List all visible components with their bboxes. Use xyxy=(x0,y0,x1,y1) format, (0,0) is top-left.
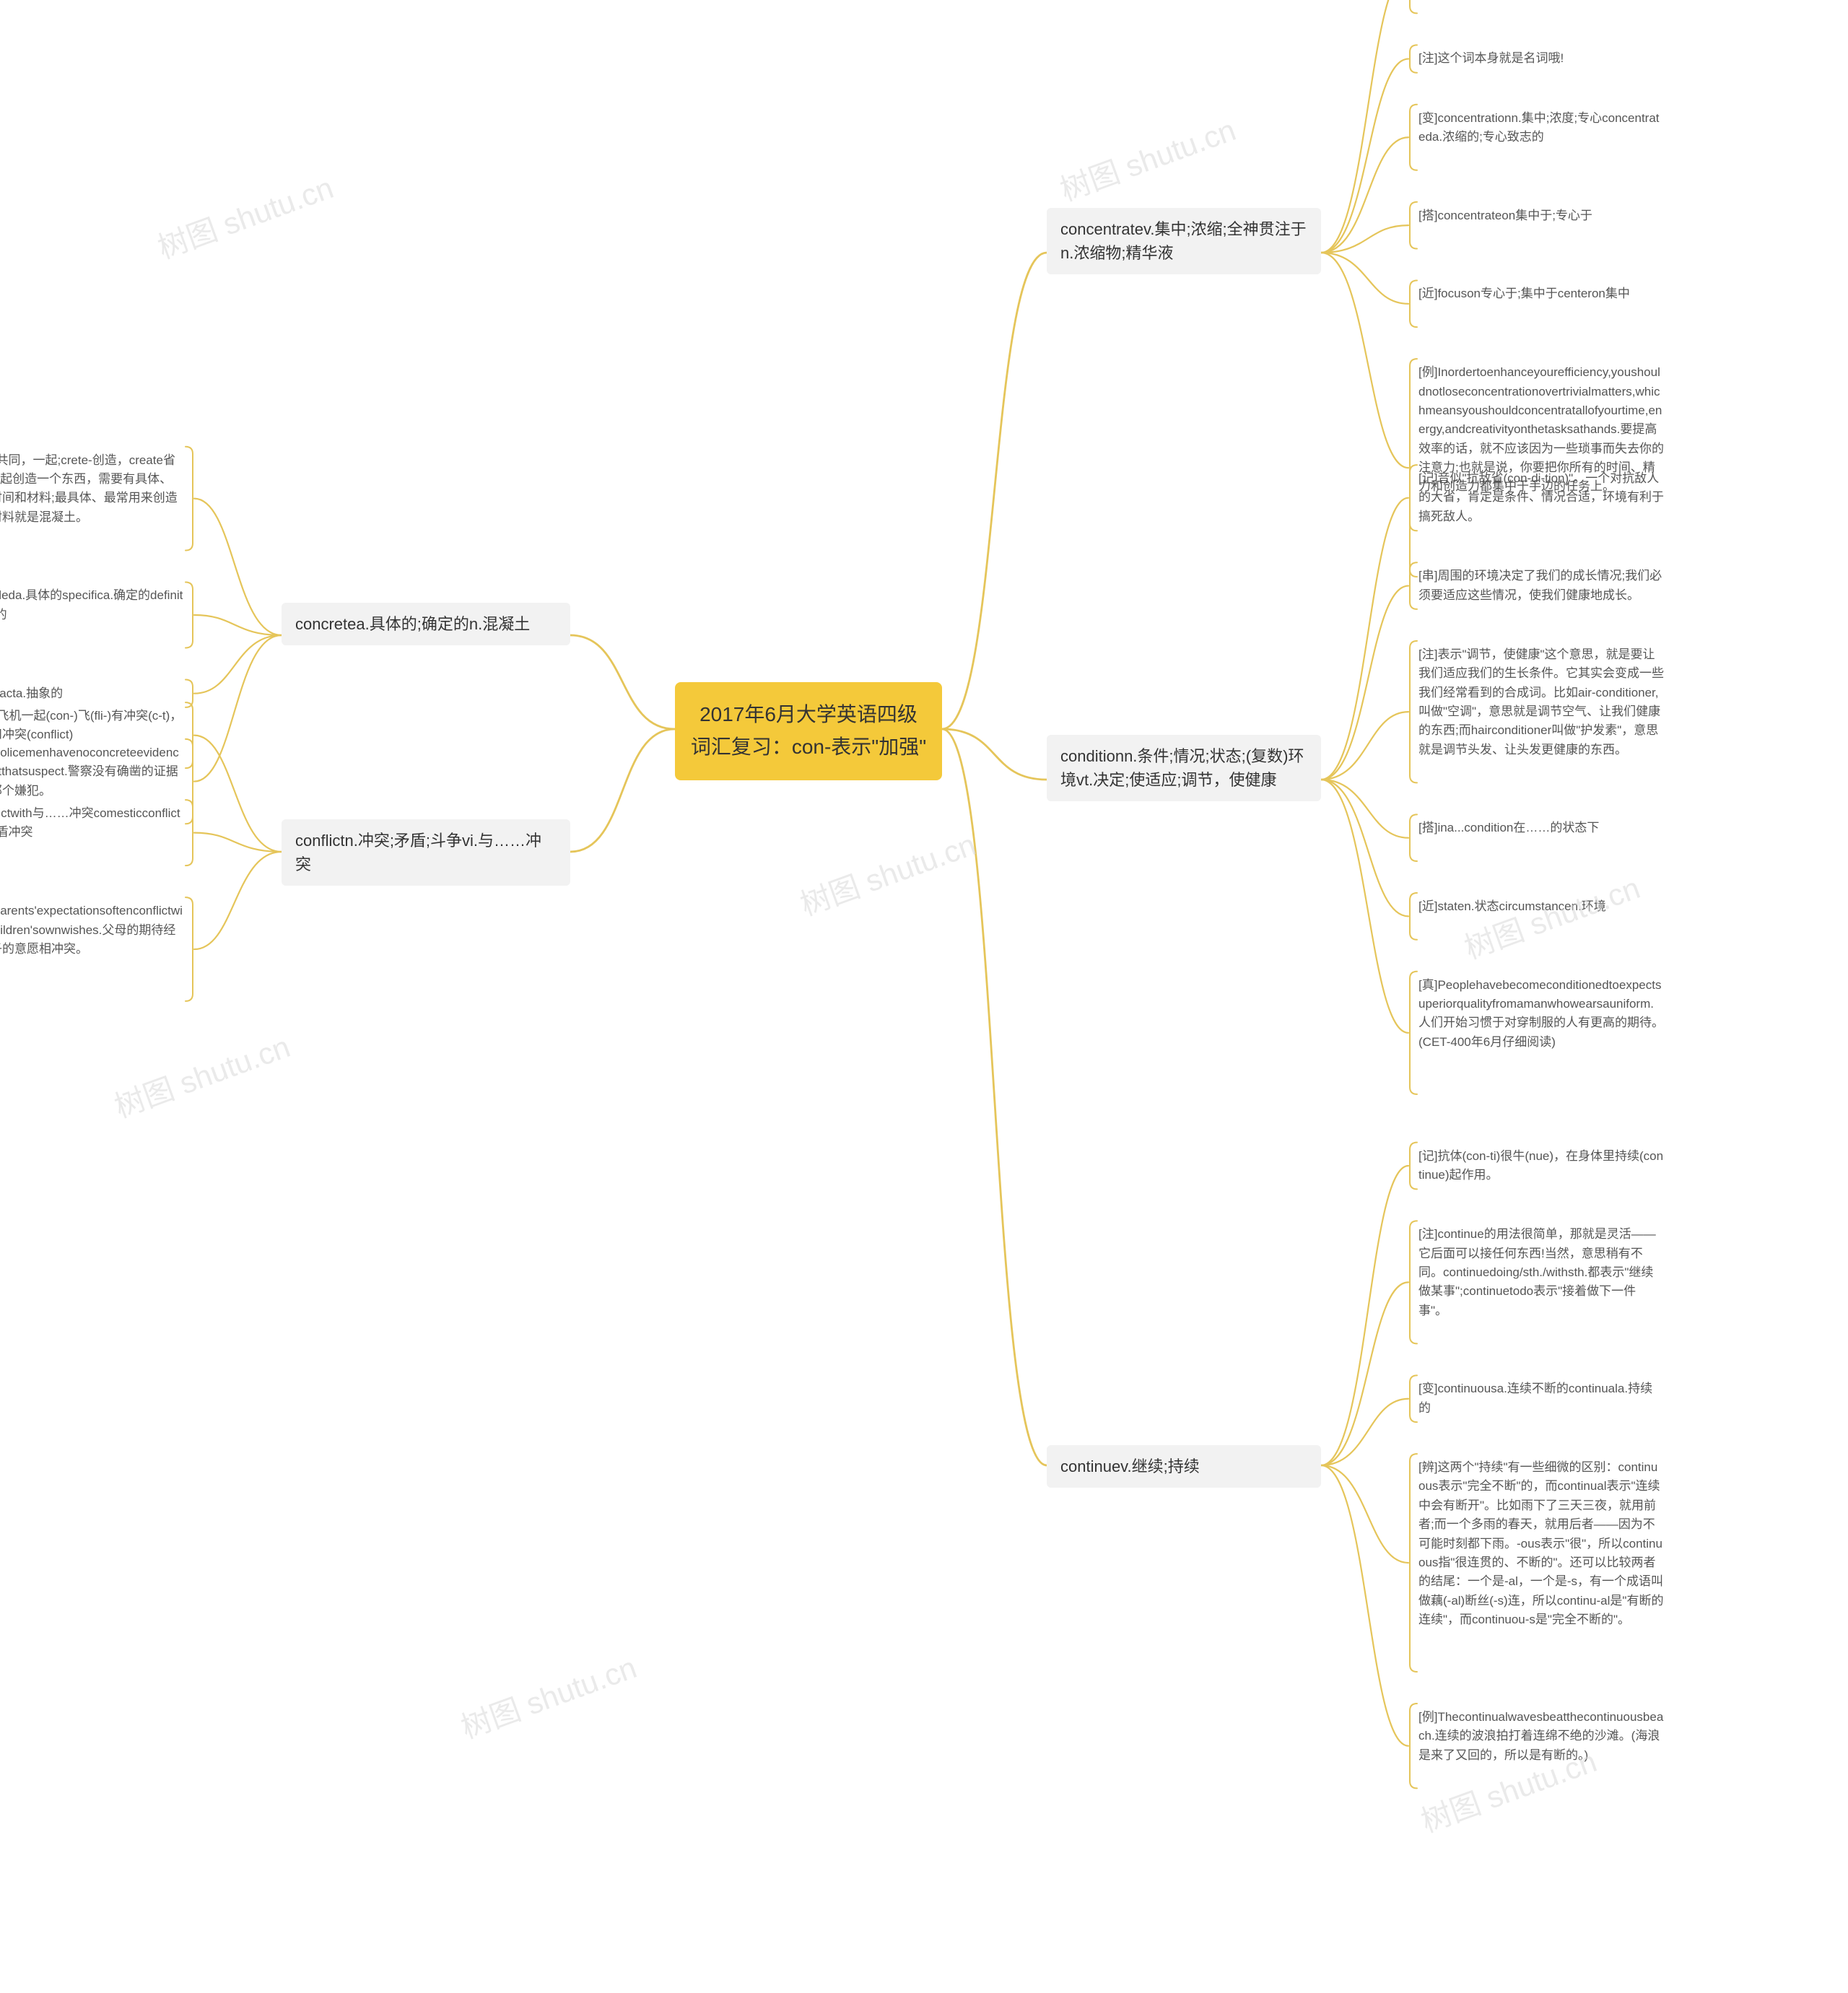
leaf-concentrate-4: [近]focuson专心于;集中于centeron集中 xyxy=(1418,282,1664,306)
leaf-condition-4: [近]staten.状态circumstancen.环境 xyxy=(1418,894,1664,919)
leaf-conflict-1: [搭]conflictwith与……冲突comesticconflicts国内矛… xyxy=(0,801,184,845)
leaf-concrete-2: [反]abstracta.抽象的 xyxy=(0,681,184,706)
leaf-continue-4: [例]Thecontinualwavesbeatthecontinuousbea… xyxy=(1418,1705,1664,1768)
branch-conflict: conflictn.冲突;矛盾;斗争vi.与……冲突 xyxy=(282,819,570,886)
leaf-concentrate-3: [搭]concentrateon集中于;专心于 xyxy=(1418,204,1664,228)
center-topic: 2017年6月大学英语四级词汇复习：con-表示"加强" xyxy=(675,682,942,780)
leaf-conflict-2: [例]Theparents'expectationsoftenconflictw… xyxy=(0,899,184,961)
watermark-2: 树图 shutu.cn xyxy=(108,1023,295,1127)
leaf-continue-0: [记]抗体(con-ti)很牛(nue)，在身体里持续(continue)起作用… xyxy=(1418,1144,1664,1188)
watermark-0: 树图 shutu.cn xyxy=(151,164,339,268)
leaf-concrete-0: [记]con-共同，一起;crete-创造，create省略了a;一起创造一个东… xyxy=(0,448,184,530)
leaf-condition-1: [串]周围的环境决定了我们的成长情况;我们必须要适应这些情况，使我们健康地成长。 xyxy=(1418,564,1664,608)
leaf-condition-3: [搭]ina...condition在……的状态下 xyxy=(1418,816,1664,840)
leaf-concrete-3: [例]Thepolicemenhavenoconcreteevidencetoa… xyxy=(0,741,184,803)
leaf-condition-2: [注]表示"调节，使健康"这个意思，就是要让我们适应我们的生长条件。它其实会变成… xyxy=(1418,642,1664,762)
leaf-condition-0: [记]音似"抗敌省(con-di-tion)"。一个对抗敌人的大省，肯定是条件、… xyxy=(1418,466,1664,529)
branch-condition: conditionn.条件;情况;状态;(复数)环境vt.决定;使适应;调节，使… xyxy=(1047,735,1321,801)
leaf-continue-3: [辨]这两个"持续"有一些细微的区别：continuous表示"完全不断"的，而… xyxy=(1418,1455,1664,1632)
leaf-conflict-0: [记]一堆飞机一起(con-)飞(fli-)有冲突(c-t)，有矛盾和冲突(co… xyxy=(0,704,184,748)
leaf-continue-2: [变]continuousa.连续不断的continuala.持续的 xyxy=(1418,1377,1664,1421)
branch-concentrate: concentratev.集中;浓缩;全神贯注于n.浓缩物;精华液 xyxy=(1047,208,1321,274)
branch-continue: continuev.继续;持续 xyxy=(1047,1445,1321,1488)
leaf-continue-1: [注]continue的用法很简单，那就是灵活——它后面可以接任何东西!当然，意… xyxy=(1418,1222,1664,1323)
leaf-concentrate-1: [注]这个词本身就是名词哦! xyxy=(1418,46,1664,71)
watermark-1: 树图 shutu.cn xyxy=(1053,106,1241,210)
leaf-concrete-1: [近]detaileda.具体的specifica.确定的definitea.确… xyxy=(0,583,184,627)
leaf-concentrate-2: [变]concentrationn.集中;浓度;专心concentrateda.… xyxy=(1418,106,1664,150)
branch-concrete: concretea.具体的;确定的n.混凝土 xyxy=(282,603,570,645)
leaf-condition-5: [真]Peoplehavebecomeconditionedtoexpectsu… xyxy=(1418,973,1664,1055)
watermark-5: 树图 shutu.cn xyxy=(454,1644,642,1748)
watermark-3: 树图 shutu.cn xyxy=(793,821,981,925)
